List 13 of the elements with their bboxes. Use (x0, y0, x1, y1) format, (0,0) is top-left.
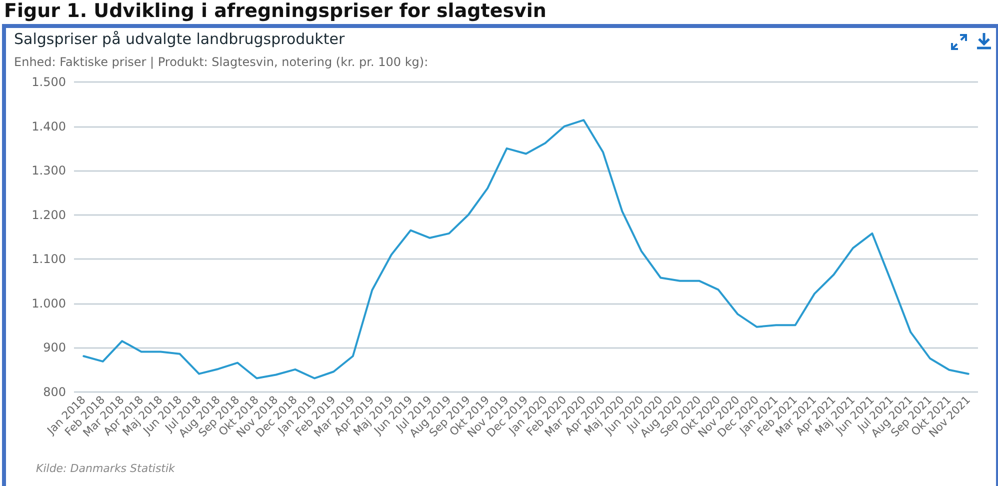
y-tick-label: 1.200 (32, 208, 66, 222)
y-tick-label: 1.000 (32, 296, 66, 310)
chart-subtitle: Enhed: Faktiske priser | Produkt: Slagtesvin, notering (kr. pr. 100 kg): (14, 55, 428, 69)
y-tick-label: 1.500 (32, 75, 66, 89)
y-tick-label: 900 (43, 340, 66, 355)
y-tick-label: 800 (43, 385, 66, 399)
line-series (82, 119, 970, 380)
y-tick-label: 1.400 (32, 119, 66, 134)
text: Kilde: Danmarks Statistik (36, 462, 175, 475)
y-tick-label: 1.300 (32, 164, 66, 178)
y-tick-label: 1.100 (32, 252, 66, 266)
chart-title: Salgspriser på udvalgte landbrugsprodukter (14, 30, 345, 48)
text: Figur 1. Udvikling i afregningspriser for slagtesvin (4, 0, 546, 22)
